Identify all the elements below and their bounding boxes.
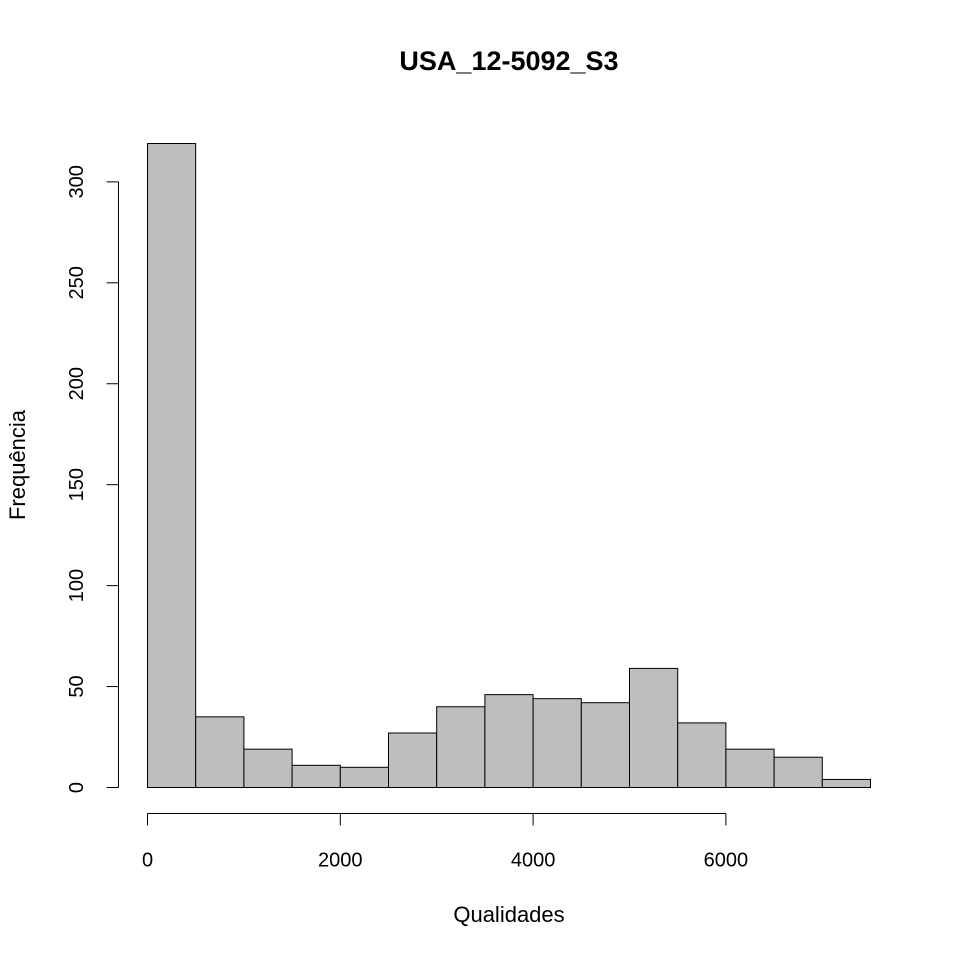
histogram-bar (147, 143, 197, 788)
y-tick-label: 100 (66, 569, 88, 602)
chart-title: USA_12-5092_S3 (399, 46, 618, 76)
histogram-bar (629, 667, 679, 788)
histogram-bar (532, 698, 582, 789)
histogram-bar (821, 778, 871, 788)
x-tick-label: 6000 (704, 850, 749, 872)
y-tick-label: 300 (66, 165, 88, 198)
y-axis-label: Frequência (5, 409, 30, 520)
y-tick-label: 150 (66, 468, 88, 501)
x-tick-label: 0 (142, 850, 153, 872)
y-tick-label: 200 (66, 367, 88, 400)
histogram-bar (725, 748, 775, 789)
histogram-bar (195, 716, 245, 788)
histogram-bar (677, 722, 727, 789)
x-axis: 0 2000 4000 6000 (142, 813, 749, 872)
histogram-bar (484, 694, 534, 789)
x-tick-label: 2000 (318, 850, 363, 872)
x-tick-label: 4000 (511, 850, 556, 872)
histogram-bar (243, 748, 293, 789)
y-axis: 0 50 100 150 200 250 300 (66, 165, 119, 793)
histogram-bar (773, 756, 823, 789)
y-tick-label: 0 (66, 782, 88, 793)
histogram-bar (291, 764, 341, 788)
x-axis-label: Qualidades (453, 902, 564, 927)
histogram-bar (339, 766, 389, 788)
y-tick-label: 250 (66, 266, 88, 299)
histogram-bar (580, 702, 630, 788)
histogram-bar (388, 732, 438, 789)
histogram-bar (436, 706, 486, 788)
histogram-bars (147, 143, 871, 789)
y-tick-label: 50 (66, 675, 88, 697)
